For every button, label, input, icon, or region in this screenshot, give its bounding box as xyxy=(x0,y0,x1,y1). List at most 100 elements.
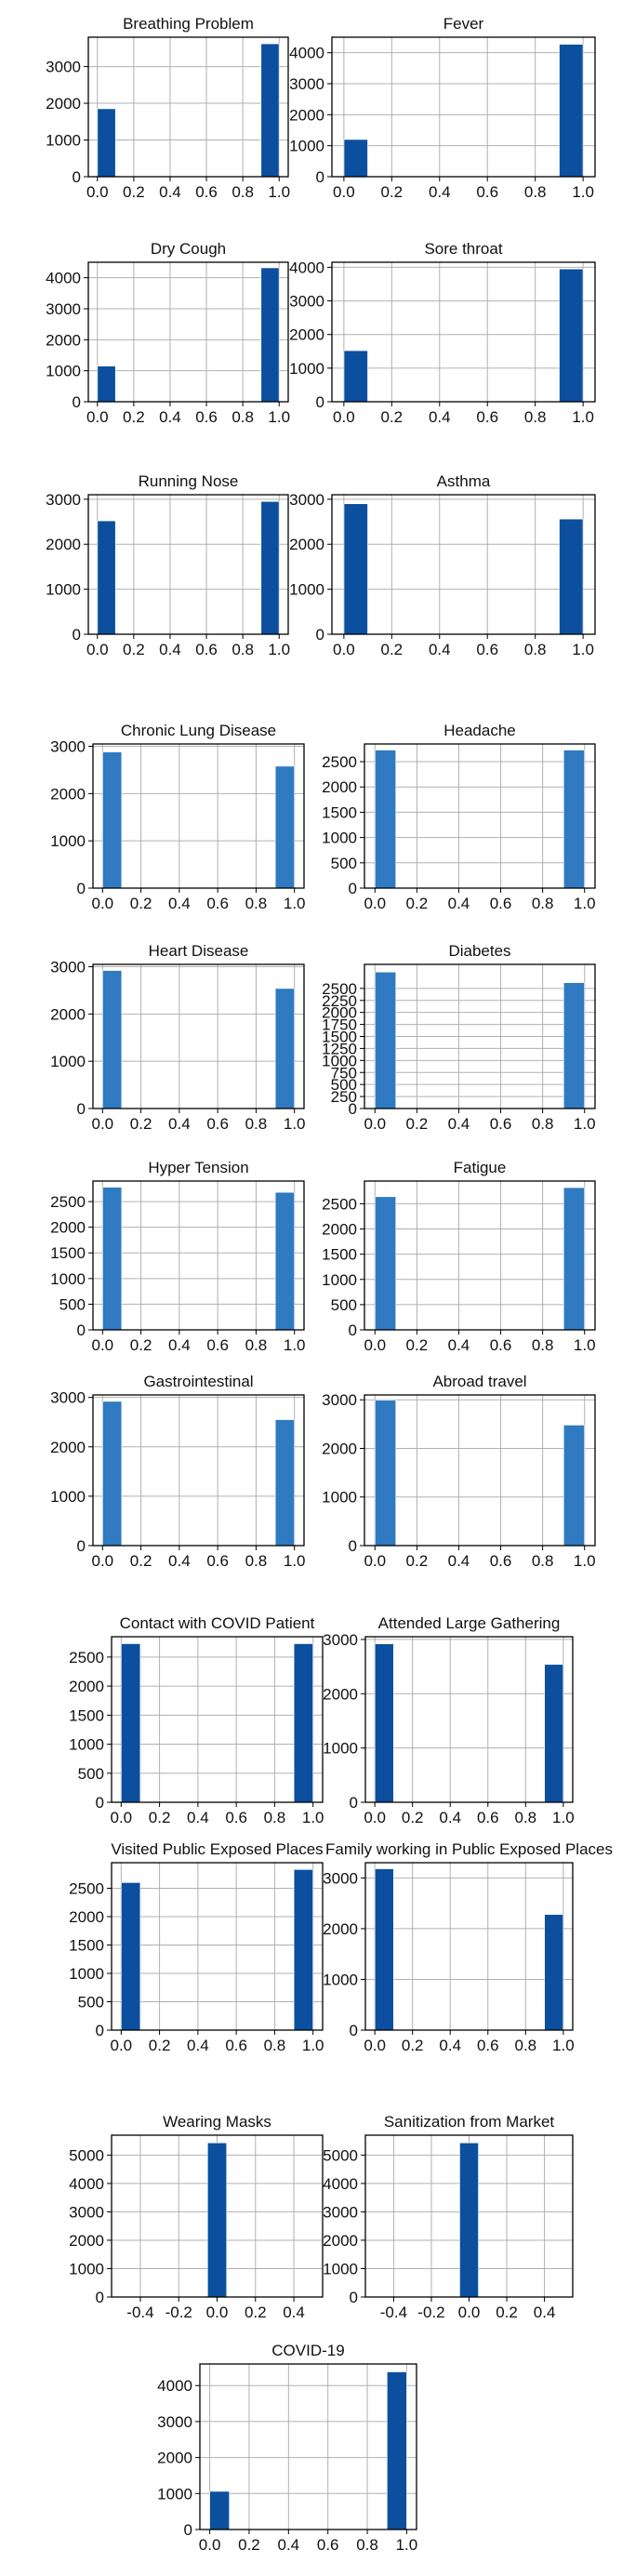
x-tick-label: 0.8 xyxy=(232,183,254,201)
y-tick-label: 3000 xyxy=(289,491,324,509)
chart-title: Family working in Public Exposed Places xyxy=(325,1840,613,1858)
histogram-bar xyxy=(559,268,584,403)
y-tick-label: 5000 xyxy=(69,2146,104,2164)
histogram-bar xyxy=(274,765,295,889)
histogram-bar xyxy=(121,1882,141,2031)
histogram-bar xyxy=(293,1869,313,2031)
x-tick-label: 0.2 xyxy=(406,1552,429,1570)
x-tick-label: 1.0 xyxy=(572,408,594,426)
y-tick-label: 1500 xyxy=(322,803,357,821)
x-tick-label: 0.4 xyxy=(448,1115,470,1133)
histogram-bar xyxy=(343,139,368,178)
histogram-bar xyxy=(544,1664,564,1803)
histogram-bar xyxy=(562,750,585,889)
y-tick-label: 3000 xyxy=(323,1631,358,1649)
y-tick-label: 4000 xyxy=(46,270,81,287)
y-tick-label: 2000 xyxy=(323,1685,358,1703)
y-tick-label: 1000 xyxy=(50,1488,86,1506)
y-tick-label: 0 xyxy=(96,2022,104,2039)
y-tick-label: 3000 xyxy=(289,293,324,311)
x-tick-label: 0.0 xyxy=(458,2304,481,2321)
x-tick-label: 0.8 xyxy=(232,408,254,426)
x-tick-label: 0.8 xyxy=(532,1552,554,1570)
x-tick-label: 0.4 xyxy=(439,1809,461,1826)
y-tick-label: 2500 xyxy=(322,753,357,771)
y-tick-label: 1000 xyxy=(69,1736,104,1754)
y-tick-label: 3000 xyxy=(46,491,81,509)
histogram-panel: 0.0 0.2 0.4 0.6 0.8 1.0 0 1000 2000 3000 Chronic L… xyxy=(50,722,305,912)
x-tick-label: 0.8 xyxy=(245,1115,268,1133)
x-tick-label: 1.0 xyxy=(574,1552,596,1570)
plot-frame xyxy=(92,1394,305,1547)
y-tick-label: 2000 xyxy=(322,1440,357,1457)
x-tick-label: 0.4 xyxy=(448,1552,470,1570)
histogram-bar xyxy=(102,970,123,1109)
histogram-panel: 0.0 0.2 0.4 0.6 0.8 1.0 0 1000 2000 3000 Asthma xyxy=(289,472,596,658)
chart-title: COVID-19 xyxy=(271,2342,344,2359)
y-tick-label: 1000 xyxy=(322,1052,357,1069)
x-tick-label: 0.4 xyxy=(448,895,470,912)
x-tick-label: 0.6 xyxy=(476,641,498,658)
y-tick-label: 500 xyxy=(60,1295,86,1313)
x-tick-label: 1.0 xyxy=(552,1809,575,1826)
x-tick-label: 1.0 xyxy=(268,183,290,201)
y-tick-label: 2000 xyxy=(322,1004,357,1022)
y-tick-label: 1000 xyxy=(323,1740,358,1758)
y-tick-label: 2000 xyxy=(69,1908,104,1926)
x-tick-label: 0.6 xyxy=(195,183,218,201)
y-tick-label: 2000 xyxy=(322,778,357,796)
x-tick-label: 0.2 xyxy=(130,1115,152,1133)
y-tick-label: 2000 xyxy=(157,2450,192,2467)
plot-frame xyxy=(87,36,289,178)
histogram-panel: -0.4 -0.2 0.0 0.2 0.4 0 1000 2000 3000 4000 5000 Sa… xyxy=(323,2113,574,2321)
x-tick-label: 0.8 xyxy=(532,1336,554,1354)
histogram-bar xyxy=(209,2490,230,2530)
x-tick-label: 0.8 xyxy=(524,183,547,201)
x-tick-label: 1.0 xyxy=(572,641,594,658)
x-tick-label: 0.8 xyxy=(532,895,554,912)
y-tick-label: 2500 xyxy=(50,1193,86,1211)
y-tick-label: 1000 xyxy=(289,581,324,599)
y-tick-label: 1000 xyxy=(157,2485,192,2503)
histogram-bar xyxy=(459,2142,479,2298)
x-tick-label: 0.6 xyxy=(206,1336,229,1354)
histogram-panel: 0.0 0.2 0.4 0.6 0.8 1.0 0 1000 2000 3000 Breathing… xyxy=(46,15,290,201)
chart-title: Dry Cough xyxy=(151,240,226,258)
chart-title: Heart Disease xyxy=(149,942,249,960)
histogram-panel: 0.0 0.2 0.4 0.6 0.8 1.0 0 1000 2000 3000 Attended … xyxy=(323,1614,575,1826)
y-tick-label: 500 xyxy=(331,1076,357,1094)
plot-frame xyxy=(92,963,305,1109)
y-tick-label: 0 xyxy=(96,1794,104,1812)
y-tick-label: 0 xyxy=(350,2289,358,2306)
histogram-bar xyxy=(293,1643,313,1803)
x-tick-label: 0.4 xyxy=(429,641,451,658)
x-tick-label: 0.6 xyxy=(477,2037,499,2054)
y-tick-label: 0 xyxy=(316,393,324,411)
histogram-bar xyxy=(97,520,116,635)
y-tick-label: 0 xyxy=(349,1537,357,1555)
chart-title: Breathing Problem xyxy=(123,15,254,33)
x-tick-label: 0.2 xyxy=(149,2037,171,2054)
plot-frame xyxy=(92,1180,305,1331)
y-tick-label: 2000 xyxy=(323,1920,358,1938)
x-tick-label: 0.6 xyxy=(225,1809,247,1826)
x-tick-label: 0.8 xyxy=(245,1336,268,1354)
x-tick-label: 0.8 xyxy=(532,1115,554,1133)
x-tick-label: 0.2 xyxy=(402,1809,424,1826)
x-tick-label: 1.0 xyxy=(284,1115,306,1133)
x-tick-label: 0.8 xyxy=(356,2536,378,2554)
x-tick-label: -0.2 xyxy=(417,2304,444,2321)
y-tick-label: 500 xyxy=(78,1765,104,1783)
histogram-panel: 0.0 0.2 0.4 0.6 0.8 1.0 0 500 1000 1500 2000 2500 Fa… xyxy=(322,1159,596,1354)
x-tick-label: 0.4 xyxy=(168,1552,191,1570)
histogram-panel: 0.0 0.2 0.4 0.6 0.8 1.0 0 1000 2000 3000 Abroad tr… xyxy=(322,1373,596,1570)
chart-title: Headache xyxy=(443,722,516,739)
y-tick-label: 3000 xyxy=(322,1391,357,1409)
x-tick-label: 0.0 xyxy=(91,1552,113,1570)
chart-title: Visited Public Exposed Places xyxy=(111,1840,323,1858)
histogram-panel: 0.0 0.2 0.4 0.6 0.8 1.0 0 1000 2000 3000 4000 Dry C… xyxy=(46,240,290,426)
x-tick-label: 0.8 xyxy=(524,408,547,426)
chart-title: Attended Large Gathering xyxy=(378,1614,561,1632)
y-tick-label: 5000 xyxy=(323,2146,358,2164)
y-tick-label: 2000 xyxy=(46,536,81,553)
